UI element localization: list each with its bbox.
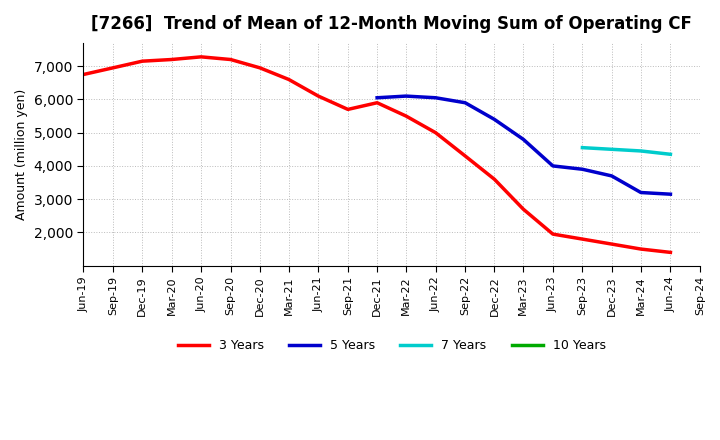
Line: 5 Years: 5 Years <box>377 96 670 194</box>
Legend: 3 Years, 5 Years, 7 Years, 10 Years: 3 Years, 5 Years, 7 Years, 10 Years <box>173 334 611 357</box>
Title: [7266]  Trend of Mean of 12-Month Moving Sum of Operating CF: [7266] Trend of Mean of 12-Month Moving … <box>91 15 692 33</box>
Line: 7 Years: 7 Years <box>582 148 670 154</box>
Line: 3 Years: 3 Years <box>84 57 670 253</box>
Y-axis label: Amount (million yen): Amount (million yen) <box>15 89 28 220</box>
